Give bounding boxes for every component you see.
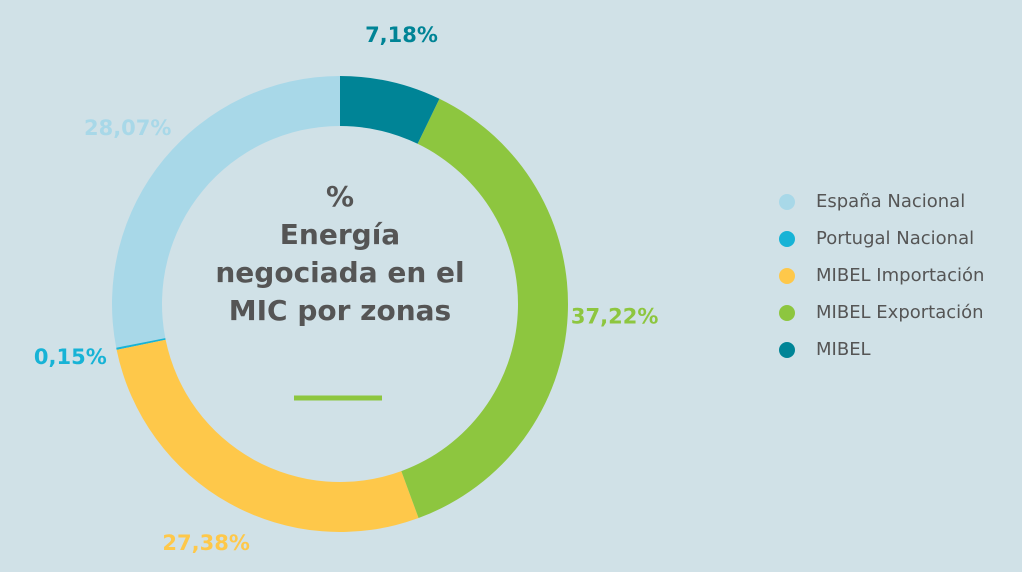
donut-slice — [116, 338, 166, 350]
donut-slice — [112, 76, 340, 348]
value-label: 7,18% — [365, 23, 438, 47]
chart-center-title: % Energía negociada en el MIC por zonas — [190, 178, 490, 330]
legend-label: MIBEL Exportación — [816, 302, 984, 323]
legend-swatch — [779, 342, 795, 358]
value-label: 27,38% — [162, 531, 249, 555]
chart-subtitle-line: MIC por zonas — [228, 294, 452, 327]
legend-label: MIBEL — [816, 339, 871, 360]
legend-swatch — [779, 194, 795, 210]
legend-label: Portugal Nacional — [816, 228, 974, 249]
legend-swatch — [779, 268, 795, 284]
chart-title: % — [325, 180, 355, 213]
value-label: 37,22% — [571, 305, 658, 329]
legend-swatch — [779, 231, 795, 247]
chart-subtitle-line: Energía — [279, 218, 401, 251]
donut-slice — [116, 339, 419, 532]
chart-subtitle-line: negociada en el — [215, 256, 465, 289]
donut-slice — [401, 98, 569, 519]
legend-swatch — [779, 305, 795, 321]
donut-slice — [340, 76, 440, 144]
legend-label: MIBEL Importación — [816, 265, 984, 286]
legend-label: España Nacional — [816, 191, 965, 212]
value-label: 28,07% — [84, 116, 171, 140]
value-label: 0,15% — [34, 345, 107, 369]
